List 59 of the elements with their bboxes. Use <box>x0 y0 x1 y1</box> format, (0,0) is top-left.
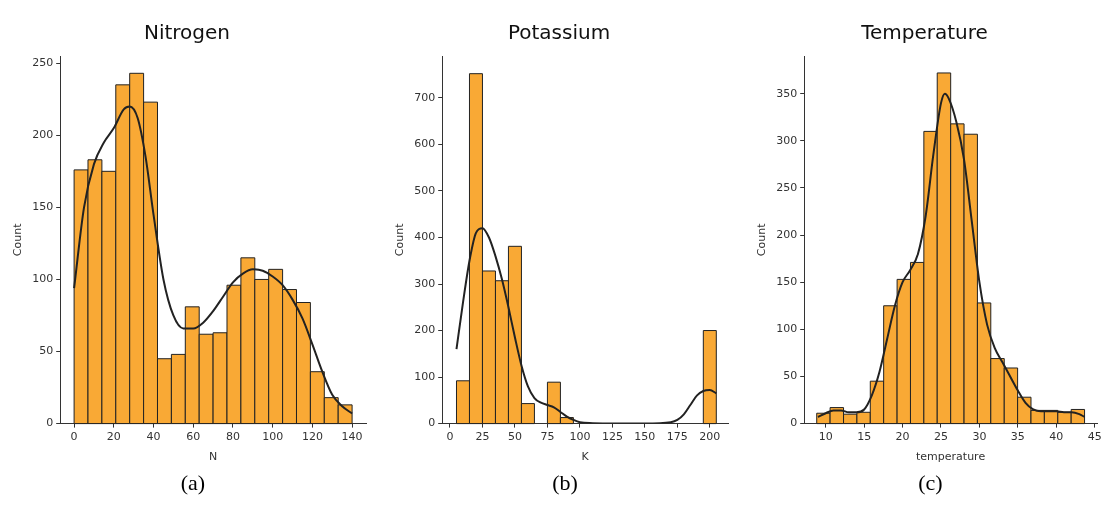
y-tick-label: 50 <box>39 344 54 358</box>
y-tick-label: 100 <box>32 272 54 286</box>
x-axis-title: temperature <box>916 450 986 464</box>
x-tick-label: 60 <box>186 430 201 444</box>
x-tick-label: 40 <box>146 430 161 444</box>
x-tick-label: 40 <box>1049 430 1064 444</box>
x-axis-title: N <box>208 450 218 464</box>
x-tick-label: 125 <box>601 430 623 444</box>
x-tick-label: 20 <box>895 430 910 444</box>
y-tick-label: 150 <box>32 200 54 214</box>
x-tick-label: 25 <box>475 430 490 444</box>
y-axis-title: Count <box>755 222 769 257</box>
x-tick-label: 30 <box>972 430 987 444</box>
y-tick-label: 0 <box>790 416 798 430</box>
text: (a) <box>179 470 207 496</box>
y-tick-label: 200 <box>32 128 54 142</box>
y-tick-label: 200 <box>776 227 798 241</box>
y-tick-label: 0 <box>428 416 436 430</box>
x-tick-label: 25 <box>933 430 948 444</box>
x-tick-label: 35 <box>1010 430 1025 444</box>
y-tick-label: 150 <box>776 275 798 289</box>
text: (c) <box>917 470 944 496</box>
x-tick-label: 100 <box>569 430 591 444</box>
x-tick-label: 150 <box>634 430 656 444</box>
x-tick-label: 0 <box>446 430 454 444</box>
x-tick-label: 140 <box>341 430 363 444</box>
x-tick-label: 175 <box>666 430 688 444</box>
y-tick-label: 200 <box>414 323 436 337</box>
text: (b) <box>551 470 579 496</box>
chart-title: Nitrogen <box>143 20 231 45</box>
y-tick-label: 300 <box>776 133 798 147</box>
y-axis-title: Count <box>11 222 25 257</box>
x-axis-title: K <box>581 450 590 464</box>
chart-title: Temperature <box>860 20 988 45</box>
chart-title: Potassium <box>507 20 611 45</box>
x-tick-label: 50 <box>507 430 522 444</box>
x-tick-label: 200 <box>699 430 721 444</box>
x-tick-label: 45 <box>1087 430 1102 444</box>
y-tick-label: 500 <box>414 183 436 197</box>
x-tick-label: 120 <box>301 430 323 444</box>
x-tick-label: 75 <box>540 430 555 444</box>
y-axis-title: Count <box>393 222 407 257</box>
x-tick-label: 80 <box>225 430 240 444</box>
x-tick-label: 100 <box>262 430 284 444</box>
y-tick-label: 250 <box>776 180 798 194</box>
y-tick-label: 250 <box>32 56 54 70</box>
y-tick-label: 50 <box>783 369 798 383</box>
y-tick-label: 400 <box>414 230 436 244</box>
x-tick-label: 20 <box>106 430 121 444</box>
y-tick-label: 0 <box>46 416 54 430</box>
x-tick-label: 0 <box>70 430 78 444</box>
x-tick-label: 15 <box>857 430 872 444</box>
y-tick-label: 300 <box>414 276 436 290</box>
y-tick-label: 100 <box>776 322 798 336</box>
x-tick-label: 10 <box>818 430 833 444</box>
y-tick-label: 350 <box>776 86 798 100</box>
y-tick-label: 600 <box>414 137 436 151</box>
y-tick-label: 700 <box>414 90 436 104</box>
y-tick-label: 100 <box>414 369 436 383</box>
